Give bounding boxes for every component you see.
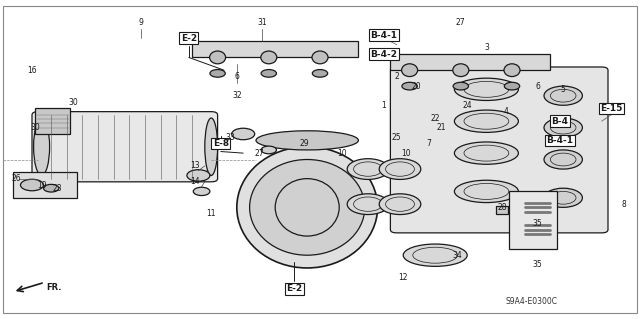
Text: 4: 4	[503, 107, 508, 116]
Text: E-2: E-2	[286, 284, 303, 293]
Ellipse shape	[454, 142, 518, 164]
Bar	[192, 41, 358, 57]
Ellipse shape	[34, 118, 50, 175]
Bar	[496, 206, 508, 214]
Text: 11: 11	[207, 209, 216, 218]
Text: 22: 22	[431, 114, 440, 122]
Text: 8: 8	[621, 200, 627, 209]
Text: B-4-2: B-4-2	[371, 50, 397, 59]
Ellipse shape	[544, 86, 582, 105]
Text: 3: 3	[484, 43, 489, 52]
Text: 10: 10	[337, 149, 348, 158]
Ellipse shape	[544, 150, 582, 169]
Text: 10: 10	[401, 149, 412, 158]
Ellipse shape	[402, 64, 418, 77]
Text: 13: 13	[190, 161, 200, 170]
Ellipse shape	[403, 244, 467, 266]
Circle shape	[453, 82, 468, 90]
Text: 5: 5	[561, 85, 566, 94]
Ellipse shape	[312, 51, 328, 64]
Circle shape	[44, 184, 59, 192]
Text: 35: 35	[532, 219, 543, 228]
Circle shape	[20, 179, 44, 191]
FancyBboxPatch shape	[390, 67, 608, 233]
Circle shape	[402, 82, 417, 90]
Circle shape	[187, 170, 210, 181]
Text: 27: 27	[254, 149, 264, 158]
Text: S9A4-E0300C: S9A4-E0300C	[505, 297, 557, 306]
Text: FR.: FR.	[47, 283, 62, 292]
Text: 25: 25	[392, 133, 402, 142]
Ellipse shape	[454, 110, 518, 132]
Circle shape	[504, 82, 520, 90]
Circle shape	[210, 70, 225, 77]
Text: 33: 33	[225, 133, 236, 142]
Text: 6: 6	[234, 72, 239, 81]
Ellipse shape	[205, 118, 218, 175]
Ellipse shape	[237, 147, 378, 268]
Text: 26: 26	[11, 174, 21, 183]
Ellipse shape	[379, 194, 421, 215]
Text: 12: 12	[399, 273, 408, 282]
Text: 27: 27	[456, 18, 466, 27]
Text: 20: 20	[411, 82, 421, 91]
Text: B-4-1: B-4-1	[371, 31, 397, 40]
Text: 29: 29	[299, 139, 309, 148]
Ellipse shape	[454, 180, 518, 203]
Circle shape	[312, 70, 328, 77]
Text: 2: 2	[394, 72, 399, 81]
Ellipse shape	[504, 64, 520, 77]
Ellipse shape	[347, 159, 389, 180]
Text: 35: 35	[532, 260, 543, 269]
Bar	[35, 108, 70, 134]
Text: 28: 28	[498, 203, 507, 212]
Ellipse shape	[379, 159, 421, 180]
Ellipse shape	[261, 51, 277, 64]
Circle shape	[193, 187, 210, 196]
Text: 9: 9	[138, 18, 143, 27]
Circle shape	[232, 128, 255, 140]
Text: B-4-1: B-4-1	[547, 136, 573, 145]
Ellipse shape	[210, 51, 226, 64]
Ellipse shape	[454, 78, 518, 100]
Text: 30: 30	[30, 123, 40, 132]
Text: B-4: B-4	[552, 117, 568, 126]
Text: 30: 30	[68, 98, 79, 107]
Text: 23: 23	[52, 184, 63, 193]
Ellipse shape	[347, 194, 389, 215]
Text: 24: 24	[462, 101, 472, 110]
Text: 21: 21	[437, 123, 446, 132]
Text: 34: 34	[452, 251, 463, 260]
Text: 1: 1	[381, 101, 387, 110]
Ellipse shape	[544, 118, 582, 137]
Text: 6: 6	[535, 82, 540, 91]
Text: 19: 19	[36, 181, 47, 189]
Ellipse shape	[453, 64, 468, 77]
Text: 31: 31	[257, 18, 268, 27]
Bar	[13, 172, 77, 198]
Ellipse shape	[256, 131, 358, 150]
Circle shape	[261, 146, 276, 154]
Text: E-8: E-8	[212, 139, 229, 148]
Ellipse shape	[544, 188, 582, 207]
Ellipse shape	[250, 160, 365, 255]
FancyBboxPatch shape	[32, 112, 218, 182]
Circle shape	[261, 70, 276, 77]
Bar	[509, 191, 557, 249]
Text: 7: 7	[426, 139, 431, 148]
Text: E-2: E-2	[180, 34, 197, 43]
Text: 32: 32	[232, 91, 242, 100]
Text: 16: 16	[27, 66, 37, 75]
Text: E-15: E-15	[600, 104, 622, 113]
Bar	[390, 54, 550, 70]
Text: 14: 14	[190, 177, 200, 186]
